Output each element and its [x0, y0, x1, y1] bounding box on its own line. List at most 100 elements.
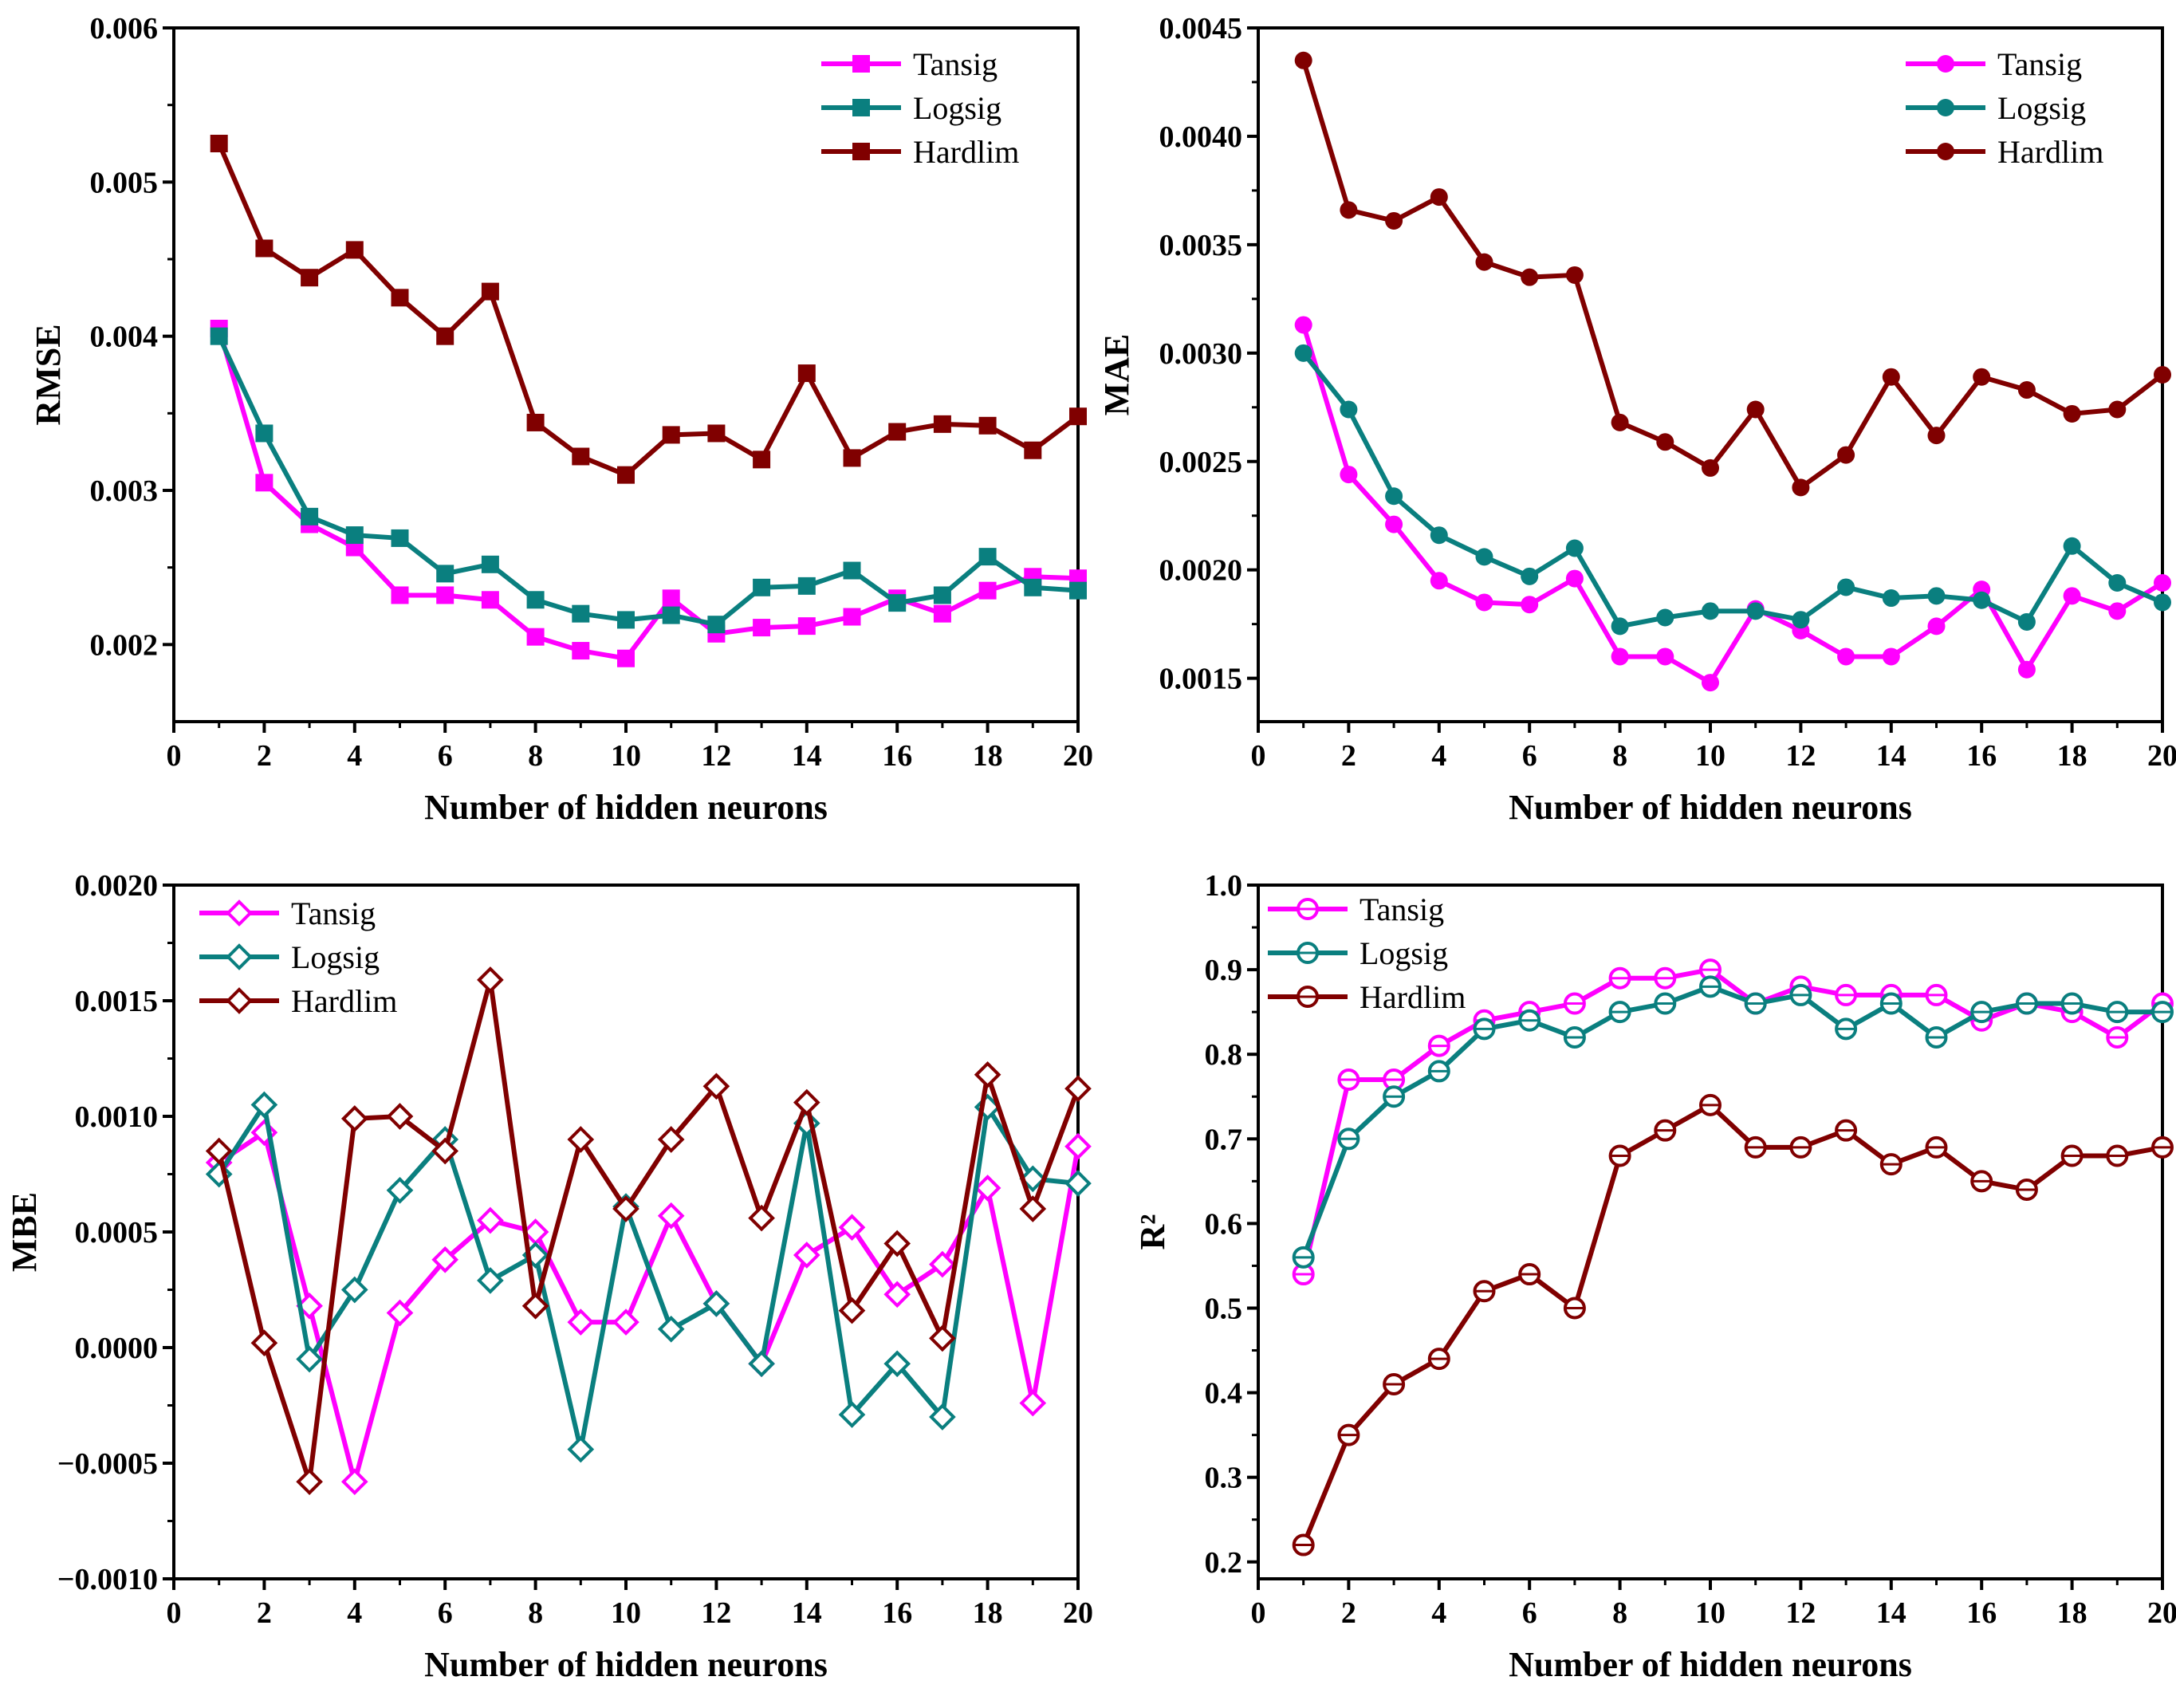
- data-point: [1294, 51, 1312, 69]
- data-point: [345, 526, 364, 545]
- x-tick-label: 0: [1251, 739, 1266, 773]
- y-tick-label: 0.9: [1205, 954, 1243, 987]
- legend-label: Logsig: [1360, 935, 1448, 971]
- x-tick-label: 12: [1785, 739, 1816, 773]
- y-tick-label: 0.0035: [1159, 229, 1243, 262]
- data-point: [255, 474, 273, 492]
- series-line: [217, 1102, 1079, 1452]
- legend-marker: [852, 99, 870, 116]
- x-tick-label: 10: [611, 739, 641, 773]
- y-tick-label: 0.4: [1205, 1377, 1243, 1411]
- data-point: [301, 507, 319, 525]
- series-line: [1300, 967, 2164, 1275]
- legend-label: Tansig: [913, 46, 997, 82]
- x-tick-label: 18: [2057, 1596, 2087, 1630]
- data-point: [481, 591, 499, 609]
- data-point: [888, 423, 907, 441]
- series-logsig: [1294, 344, 2171, 636]
- legend-label: Logsig: [913, 90, 1001, 126]
- legend-marker: [852, 143, 870, 160]
- data-point: [702, 1072, 730, 1100]
- y-tick-label: 0.004: [90, 321, 159, 354]
- y-tick-label: 1.0: [1205, 869, 1243, 903]
- data-point: [1656, 608, 1674, 627]
- legend-marker: [852, 55, 870, 73]
- data-point: [838, 1214, 866, 1242]
- x-tick-label: 6: [438, 739, 453, 773]
- data-point: [843, 608, 861, 626]
- data-point: [386, 1103, 414, 1130]
- y-axis-title: R²: [1133, 1214, 1172, 1250]
- data-point: [1702, 458, 1719, 477]
- x-tick-label: 16: [882, 1596, 912, 1630]
- legend-label: Hardlim: [913, 134, 1019, 170]
- x-tick-label: 8: [528, 1596, 543, 1630]
- data-point: [883, 1230, 911, 1257]
- data-point: [1746, 400, 1765, 419]
- x-tick-label: 6: [438, 1596, 453, 1630]
- data-point: [2017, 660, 2036, 679]
- data-point: [838, 1401, 866, 1428]
- data-point: [296, 1345, 323, 1373]
- data-point: [526, 591, 545, 609]
- data-point: [662, 589, 680, 608]
- series-hardlim: [1294, 51, 2171, 497]
- x-tick-label: 12: [701, 1596, 731, 1630]
- data-point: [797, 577, 816, 595]
- data-point: [1430, 188, 1448, 207]
- data-point: [1024, 441, 1042, 459]
- data-point: [210, 327, 228, 345]
- x-axis-title: Number of hidden neurons: [1509, 788, 1912, 827]
- y-tick-label: 0.7: [1205, 1123, 1243, 1156]
- x-tick-label: 14: [1876, 739, 1906, 773]
- data-point: [526, 413, 545, 431]
- x-tick-label: 4: [347, 1596, 362, 1630]
- x-tick-label: 14: [1876, 1596, 1906, 1630]
- data-point: [1611, 617, 1629, 636]
- x-tick-label: 2: [1341, 739, 1356, 773]
- data-point: [1019, 1165, 1047, 1193]
- x-tick-label: 20: [2147, 1596, 2176, 1630]
- data-point: [797, 617, 816, 636]
- legend-label: Hardlim: [1997, 134, 2103, 170]
- data-point: [340, 1276, 368, 1304]
- data-point: [1069, 407, 1087, 426]
- data-point: [1475, 253, 1493, 271]
- data-point: [567, 1435, 595, 1463]
- series-line: [1300, 984, 2162, 1258]
- data-point: [657, 1202, 685, 1230]
- data-point: [1611, 647, 1629, 666]
- data-point: [1340, 466, 1358, 484]
- y-tick-label: 0.0010: [75, 1100, 159, 1134]
- data-point: [1882, 368, 1900, 386]
- x-tick-label: 6: [1522, 739, 1537, 773]
- data-point: [1064, 1170, 1092, 1197]
- data-point: [1565, 569, 1584, 588]
- legend-label: Tansig: [1997, 46, 2082, 82]
- mae-chart: 0 2 4 6 8 10 12 14 16 18 20 0.0015 0.0020 0.0025 0.003…: [1097, 12, 2176, 827]
- data-point: [793, 1088, 820, 1116]
- data-point: [1882, 589, 1900, 608]
- data-point: [1973, 591, 1991, 609]
- data-point: [2154, 593, 2171, 612]
- data-point: [1792, 478, 1810, 497]
- legend-label: Hardlim: [1360, 979, 1466, 1015]
- data-point: [2154, 574, 2171, 592]
- data-point: [1385, 211, 1403, 230]
- data-point: [1430, 572, 1448, 590]
- legend-marker: [226, 943, 253, 970]
- data-point: [1024, 578, 1042, 596]
- data-point: [526, 628, 545, 646]
- data-point: [612, 1309, 639, 1336]
- y-tick-label: 0.0015: [1159, 663, 1243, 696]
- x-tick-label: 18: [973, 1596, 1003, 1630]
- series-logsig: [205, 1091, 1092, 1463]
- legend: Tansig Logsig Hardlim: [1906, 46, 2103, 170]
- data-point: [1340, 400, 1358, 419]
- y-tick-label: 0.0000: [75, 1332, 159, 1365]
- data-point: [1611, 413, 1629, 431]
- x-tick-label: 6: [1522, 1596, 1537, 1630]
- data-point: [662, 426, 680, 444]
- x-tick-label: 20: [1063, 739, 1093, 773]
- data-point: [1565, 266, 1584, 284]
